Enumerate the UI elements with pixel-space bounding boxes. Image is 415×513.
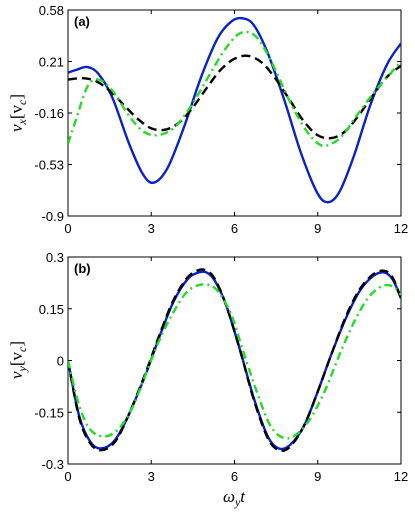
panel-a-y-tick-label: -0.16 bbox=[34, 106, 64, 121]
panel-b-plot-area bbox=[67, 256, 402, 465]
panel-b-x-tick-label: 6 bbox=[231, 469, 238, 484]
panel-a-x-tick-label: 12 bbox=[394, 221, 408, 236]
panel-b-y-axis-label: vy[vc] bbox=[7, 341, 29, 379]
panel-a-x-tick-label: 3 bbox=[148, 221, 155, 236]
panel-b: 0 3 6 9 12 0.3 0.15 0 -0.15 -0.3 (b) vy[vc] ωyt bbox=[7, 250, 408, 509]
panel-a-y-tick-label: 0.21 bbox=[39, 55, 64, 70]
panel-b-series-line-2 bbox=[68, 268, 401, 453]
panel-b-ticks: 0 3 6 9 12 0.3 0.15 0 -0.15 -0.3 bbox=[34, 250, 408, 484]
panel-a: 0 3 6 9 12 0.58 0.21 -0.16 -0.53 -0.9 (a) vx[vc] bbox=[7, 3, 408, 236]
panel-a-series bbox=[68, 16, 401, 204]
panel-b-x-tick-label: 0 bbox=[64, 469, 71, 484]
panel-a-series-line-1 bbox=[68, 16, 401, 204]
panel-b-series-line-3 bbox=[68, 283, 401, 440]
panel-a-y-tick-label: -0.9 bbox=[42, 209, 64, 224]
panel-b-y-tick-label: 0.3 bbox=[46, 250, 64, 265]
panel-a-y-tick-label: -0.53 bbox=[34, 158, 64, 173]
panel-b-y-tick-label: -0.15 bbox=[34, 405, 64, 420]
panel-a-y-axis-label: vx[vc] bbox=[7, 94, 29, 132]
panel-b-x-tick-label: 3 bbox=[148, 469, 155, 484]
panel-a-x-tick-label: 9 bbox=[314, 221, 321, 236]
panel-b-series bbox=[68, 268, 401, 453]
panel-b-y-tick-label: -0.3 bbox=[42, 457, 64, 472]
panel-b-x-axis-label: ωyt bbox=[223, 487, 246, 509]
panel-b-x-tick-label: 9 bbox=[314, 469, 321, 484]
panel-b-y-tick-label: 0 bbox=[57, 354, 64, 369]
panel-a-x-tick-label: 0 bbox=[64, 221, 71, 236]
panel-a-ticks: 0 3 6 9 12 0.58 0.21 -0.16 -0.53 -0.9 bbox=[34, 3, 408, 236]
panel-b-label: (b) bbox=[74, 261, 91, 276]
panel-a-x-tick-label: 6 bbox=[231, 221, 238, 236]
panel-a-series-line-3 bbox=[68, 30, 401, 148]
panel-a-y-tick-label: 0.58 bbox=[39, 3, 64, 18]
panel-b-x-tick-label: 12 bbox=[394, 469, 408, 484]
panel-a-label: (a) bbox=[74, 14, 90, 29]
panel-b-y-tick-label: 0.15 bbox=[39, 302, 64, 317]
